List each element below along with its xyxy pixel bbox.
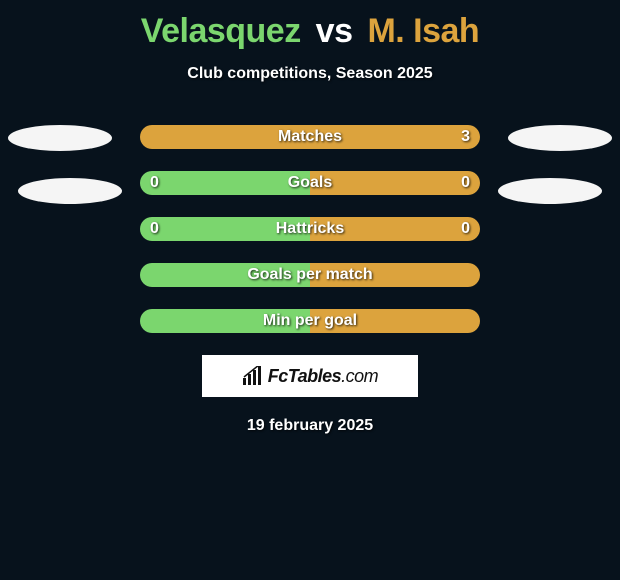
stat-value-left: 0 bbox=[150, 220, 159, 238]
stat-label: Matches bbox=[278, 128, 342, 146]
bar-left bbox=[140, 171, 310, 195]
stat-row: Min per goal bbox=[140, 309, 480, 333]
bar-right bbox=[310, 171, 480, 195]
stat-row: Goals per match bbox=[140, 263, 480, 287]
stat-value-left: 0 bbox=[150, 174, 159, 192]
placeholder-ellipse bbox=[508, 125, 612, 151]
placeholder-ellipse bbox=[18, 178, 122, 204]
stat-label: Goals per match bbox=[247, 266, 372, 284]
stat-value-right: 0 bbox=[461, 220, 470, 238]
stat-row: Matches 3 bbox=[140, 125, 480, 149]
chart-icon bbox=[242, 366, 264, 386]
stat-label: Min per goal bbox=[263, 312, 357, 330]
logo-domain: .com bbox=[341, 366, 378, 386]
player1-name: Velasquez bbox=[141, 12, 301, 50]
stat-label: Hattricks bbox=[276, 220, 344, 238]
player2-name: M. Isah bbox=[367, 12, 479, 50]
logo-text: FcTables.com bbox=[268, 366, 378, 387]
date-text: 19 february 2025 bbox=[0, 417, 620, 435]
placeholder-ellipse bbox=[8, 125, 112, 151]
stat-value-right: 0 bbox=[461, 174, 470, 192]
stats-container: Matches 3 Goals 0 0 Hattricks 0 0 Goals per matc… bbox=[0, 125, 620, 333]
stat-row: Hattricks 0 0 bbox=[140, 217, 480, 241]
stat-value-right: 3 bbox=[461, 128, 470, 146]
placeholder-ellipse bbox=[498, 178, 602, 204]
stat-label: Goals bbox=[288, 174, 332, 192]
vs-text: vs bbox=[316, 12, 353, 50]
page-title: Velasquez vs M. Isah bbox=[0, 0, 620, 51]
stat-row: Goals 0 0 bbox=[140, 171, 480, 195]
logo-brand: FcTables bbox=[268, 366, 341, 386]
subtitle: Club competitions, Season 2025 bbox=[0, 65, 620, 83]
logo-box: FcTables.com bbox=[202, 355, 418, 397]
